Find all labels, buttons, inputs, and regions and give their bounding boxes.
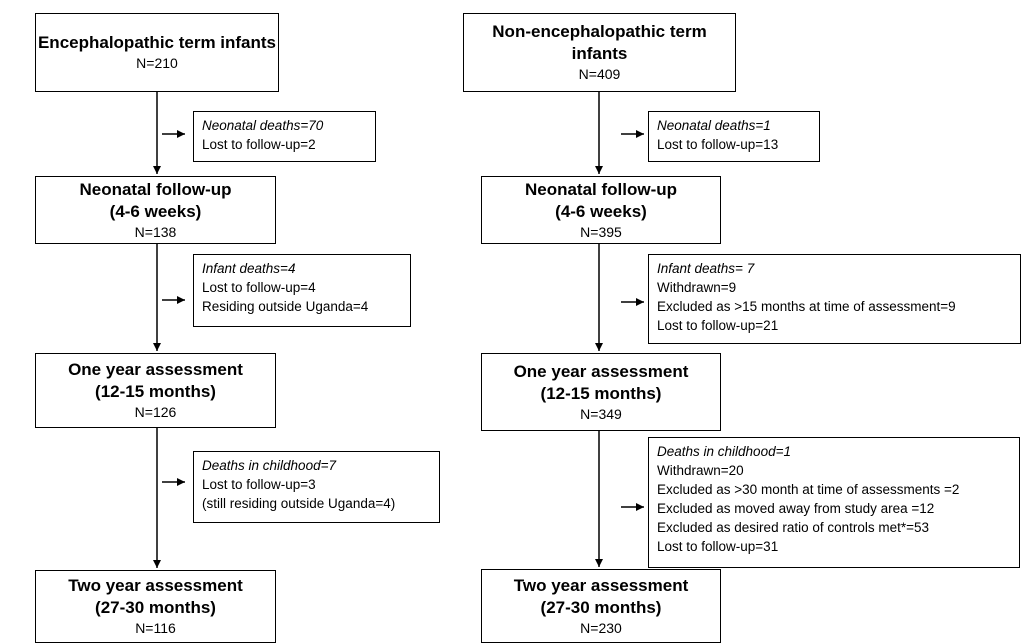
right-stage-count: N=230 [580, 619, 622, 636]
right-stage-subtitle: (12-15 months) [540, 383, 662, 403]
exclusion-line: Excluded as >30 month at time of assessm… [657, 482, 960, 497]
right-stage-neonatal: Neonatal follow-up (4-6 weeks) N=395 [481, 176, 721, 244]
exclusion-deaths: Deaths in childhood=1 [657, 444, 791, 459]
left-stage-one-year: One year assessment (12-15 months) N=126 [35, 353, 276, 428]
right-stage-count: N=395 [580, 223, 622, 240]
exclusion-line: Lost to follow-up=13 [657, 137, 779, 152]
right-stage-one-year: One year assessment (12-15 months) N=349 [481, 353, 721, 431]
exclusion-line: Excluded as >15 months at time of assess… [657, 299, 956, 314]
exclusion-line: Withdrawn=9 [657, 280, 737, 295]
exclusion-line: Lost to follow-up=3 [202, 477, 316, 492]
right-stage-subtitle: (4-6 weeks) [555, 201, 647, 221]
right-stage-title: Two year assessment [513, 575, 689, 595]
exclusion-deaths: Deaths in childhood=7 [202, 458, 336, 473]
left-stage-enrolment: Encephalopathic term infants N=210 [35, 13, 279, 92]
left-stage-neonatal: Neonatal follow-up (4-6 weeks) N=138 [35, 176, 276, 244]
right-stage-count: N=349 [580, 405, 622, 422]
exclusion-line: Lost to follow-up=2 [202, 137, 316, 152]
right-stage-title: One year assessment [513, 361, 689, 381]
left-stage-count: N=138 [134, 223, 177, 240]
left-stage-subtitle: (12-15 months) [95, 382, 216, 401]
exclusion-line: Excluded as moved away from study area =… [657, 501, 935, 516]
exclusion-line: Lost to follow-up=4 [202, 280, 316, 295]
exclusion-line: Lost to follow-up=21 [657, 318, 779, 333]
right-exclusion-3: Deaths in childhood=1 Withdrawn=20 Exclu… [648, 437, 1020, 568]
exclusion-line: Lost to follow-up=31 [657, 539, 779, 554]
right-stage-title: Non-encephalopathic term infants [492, 22, 707, 63]
exclusion-deaths: Neonatal deaths=1 [657, 118, 771, 133]
right-stage-title: Neonatal follow-up [524, 179, 678, 199]
left-exclusion-3: Deaths in childhood=7 Lost to follow-up=… [193, 451, 440, 523]
left-stage-title: One year assessment [68, 360, 243, 379]
left-exclusion-2: Infant deaths=4 Lost to follow-up=4 Resi… [193, 254, 411, 327]
right-exclusion-1: Neonatal deaths=1 Lost to follow-up=13 [648, 111, 820, 162]
right-exclusion-2: Infant deaths= 7 Withdrawn=9 Excluded as… [648, 254, 1021, 344]
right-stage-enrolment: Non-encephalopathic term infants N=409 [463, 13, 736, 92]
right-stage-count: N=409 [578, 66, 621, 82]
left-stage-count: N=126 [134, 404, 177, 420]
exclusion-deaths: Infant deaths=4 [202, 261, 296, 276]
exclusion-line: Residing outside Uganda=4 [202, 299, 369, 314]
left-stage-subtitle: (4-6 weeks) [109, 201, 202, 221]
exclusion-line: Withdrawn=20 [657, 463, 744, 478]
left-stage-two-year: Two year assessment (27-30 months) N=116 [35, 570, 276, 643]
left-stage-title: Encephalopathic term infants [37, 33, 277, 52]
exclusion-line: Excluded as desired ratio of controls me… [657, 520, 930, 535]
right-stage-subtitle: (27-30 months) [540, 597, 662, 617]
exclusion-line: (still residing outside Uganda=4) [202, 496, 396, 511]
exclusion-deaths: Neonatal deaths=70 [202, 118, 324, 133]
exclusion-deaths: Infant deaths= 7 [657, 261, 755, 276]
left-stage-title: Neonatal follow-up [79, 179, 232, 199]
right-stage-two-year: Two year assessment (27-30 months) N=230 [481, 569, 721, 643]
left-stage-count: N=116 [135, 620, 176, 636]
left-stage-count: N=210 [136, 55, 178, 71]
left-exclusion-1: Neonatal deaths=70 Lost to follow-up=2 [193, 111, 376, 162]
left-stage-title: Two year assessment [68, 576, 243, 595]
left-stage-subtitle: (27-30 months) [95, 598, 216, 617]
